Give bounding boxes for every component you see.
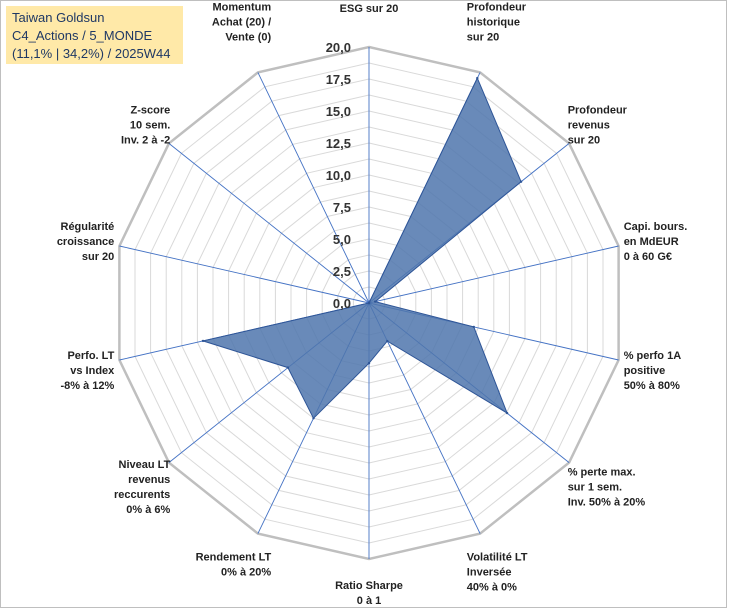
- series-area: [201, 76, 522, 420]
- title-line-3: (11,1% | 34,2%) / 2025W44: [12, 46, 171, 61]
- axis-label: % perfo 1A positive 50% à 80%: [624, 350, 682, 392]
- axis-label-line: revenus: [128, 474, 170, 486]
- radar-series: [201, 76, 523, 420]
- axis-label-line: 0 à 60 G€: [624, 251, 672, 263]
- axis-label: Momentum Achat (20) / Vente (0): [212, 2, 272, 44]
- axis-label: NoteESG sur 20: [340, 0, 399, 15]
- tick-label: 10,0: [326, 168, 351, 183]
- axis-label-line: 40% à 0%: [467, 581, 517, 593]
- data-point: [367, 301, 371, 305]
- data-point: [312, 417, 315, 420]
- axis-label-line: ESG sur 20: [340, 3, 399, 15]
- axis-label-line: 0% à 20%: [221, 566, 271, 578]
- axis-label-line: Régularité: [61, 221, 115, 233]
- data-point: [386, 339, 389, 343]
- axis-label-line: Momentum: [213, 2, 272, 14]
- tick-label: 0,0: [333, 296, 351, 311]
- axis-label: Profondeur revenus sur 20: [568, 105, 628, 147]
- axis-label: Ratio Sharpe 0 à 1: [335, 580, 403, 607]
- axis-label-line: Niveau LT: [119, 459, 171, 471]
- axis-label-line: 10 sem.: [130, 120, 170, 132]
- axis-label-line: revenus: [568, 120, 610, 132]
- data-point: [374, 300, 377, 303]
- axis-label-line: Ratio Sharpe: [335, 580, 403, 592]
- axis-label-line: Profondeur: [568, 105, 628, 117]
- axis-spoke: [119, 245, 370, 304]
- chart-title-box: Taiwan Goldsun C4_Actions / 5_MONDE (11,…: [6, 6, 183, 64]
- axis-label-line: sur 20: [568, 135, 600, 147]
- axis-label-line: Volatilité LT: [467, 551, 528, 563]
- data-point: [476, 76, 479, 80]
- axis-label-line: Z-score: [131, 105, 171, 117]
- axis-label-line: vs Index: [70, 365, 115, 377]
- axis-label-line: positive: [624, 365, 666, 377]
- data-point: [505, 411, 509, 415]
- axis-label-line: sur 1 sem.: [568, 481, 622, 493]
- axis-label-line: % perfo 1A: [624, 350, 682, 362]
- axis-label-line: croissance: [57, 236, 114, 248]
- axis-label: Rendement LT 0% à 20%: [196, 551, 272, 578]
- radar-axis-labels: NoteESG sur 20 Profondeur historique sur 20…: [57, 0, 688, 607]
- axis-label-line: % perte max.: [568, 466, 636, 478]
- axis-label-line: reccurents: [114, 489, 170, 501]
- tick-label: 5,0: [333, 232, 351, 247]
- axis-label-line: 50% à 80%: [624, 380, 680, 392]
- axis-label-line: sur 20: [467, 32, 499, 44]
- tick-label: 15,0: [326, 104, 351, 119]
- data-point: [201, 339, 205, 343]
- tick-label: 2,5: [333, 264, 351, 279]
- axis-label-line: Rendement LT: [196, 551, 272, 563]
- radar-tick-labels: 0,0 2,5 5,0 7,5 10,0 12,5 15,0 17,5 20,0: [326, 40, 351, 311]
- axis-label: Z-score 10 sem. Inv. 2 à -2: [121, 105, 170, 147]
- axis-label-line: sur 20: [82, 251, 114, 263]
- axis-label: Volatilité LT Inversée 40% à 0%: [467, 551, 528, 593]
- tick-label: 7,5: [333, 200, 351, 215]
- axis-label: Capi. bours. en MdEUR 0 à 60 G€: [624, 221, 688, 263]
- axis-label-line: Vente (0): [225, 32, 271, 44]
- axis-label: Profondeur historique sur 20: [467, 2, 527, 44]
- axis-spoke: [168, 143, 370, 304]
- axis-label-line: Inv. 2 à -2: [121, 135, 170, 147]
- axis-label-line: Profondeur: [467, 2, 527, 14]
- axis-spoke: [257, 72, 370, 304]
- axis-label: Régularité croissance sur 20: [57, 221, 114, 263]
- data-point: [367, 362, 371, 365]
- data-point: [472, 325, 475, 329]
- axis-label-line: Achat (20) /: [212, 17, 271, 29]
- title-line-2: C4_Actions / 5_MONDE: [12, 28, 153, 43]
- axis-label-line: historique: [467, 17, 520, 29]
- axis-label: % perte max. sur 1 sem. Inv. 50% à 20%: [568, 466, 646, 508]
- axis-label-line: Inv. 50% à 20%: [568, 496, 646, 508]
- axis-label-line: Perfo. LT: [67, 350, 114, 362]
- tick-label: 12,5: [326, 136, 351, 151]
- axis-label-line: Inversée: [467, 566, 512, 578]
- title-line-1: Taiwan Goldsun: [12, 10, 105, 25]
- tick-label: 17,5: [326, 72, 351, 87]
- axis-label-line: -8% à 12%: [60, 380, 114, 392]
- axis-label: Perfo. LT vs Index -8% à 12%: [60, 350, 115, 392]
- axis-spoke: [368, 245, 619, 304]
- axis-label-line: en MdEUR: [624, 236, 679, 248]
- tick-label: 20,0: [326, 40, 351, 55]
- axis-label: Niveau LT revenus reccurents 0% à 6%: [114, 459, 171, 516]
- axis-label-line: Capi. bours.: [624, 221, 688, 233]
- axis-label-line: 0% à 6%: [126, 504, 170, 516]
- data-point: [286, 366, 290, 369]
- data-point: [519, 180, 523, 183]
- axis-label-line: 0 à 1: [357, 595, 381, 607]
